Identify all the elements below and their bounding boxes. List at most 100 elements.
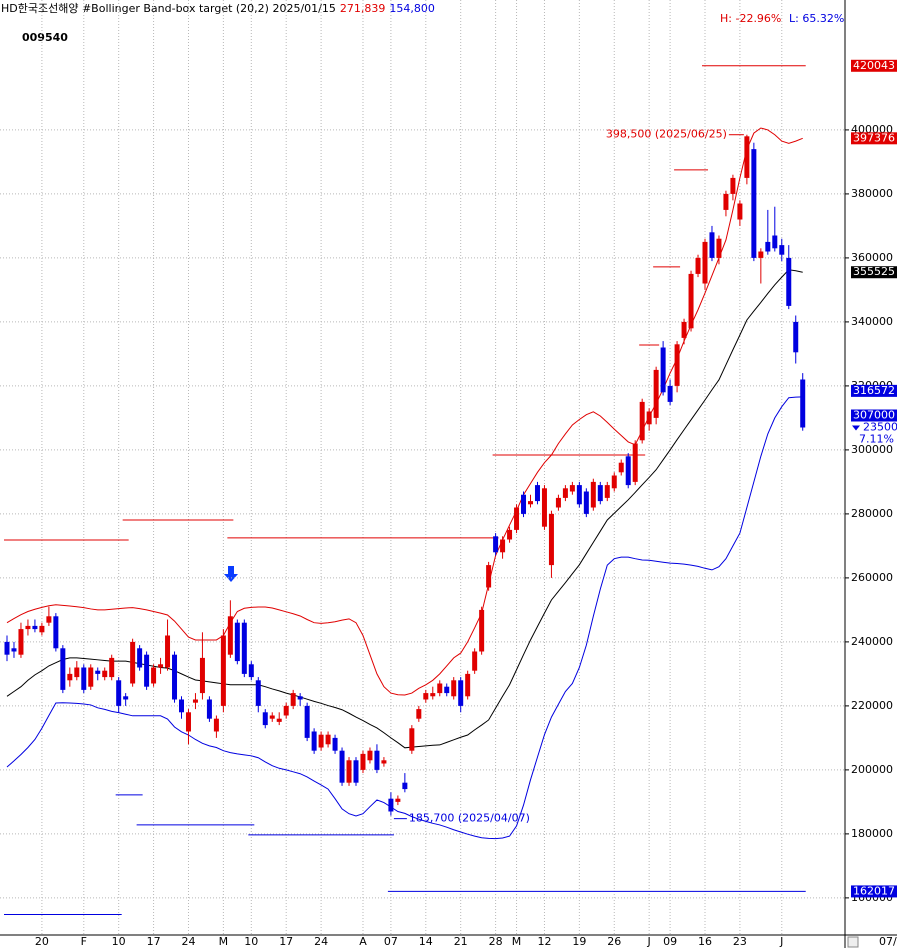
candle (402, 773, 408, 793)
candle (534, 481, 540, 505)
candle-body (220, 635, 226, 706)
low-change: L: 65.32% (789, 12, 844, 25)
candle-body (583, 491, 589, 514)
candle-body (646, 411, 652, 425)
x-tick-label: 14 (419, 935, 433, 948)
candle (569, 481, 575, 495)
candle (123, 693, 129, 706)
candle (213, 715, 219, 738)
candle-body (332, 737, 338, 751)
candle (702, 238, 708, 290)
candle-body (39, 625, 45, 633)
candle-body (667, 385, 673, 402)
x-tick-label: 23 (733, 935, 747, 948)
candle-body (751, 149, 757, 258)
candle (562, 485, 568, 502)
corner-icon[interactable] (847, 936, 859, 948)
candle (151, 664, 157, 687)
bollinger-band (6, 396, 803, 840)
candle-body (290, 693, 296, 706)
candle (241, 619, 247, 678)
x-tick-label: J (647, 935, 651, 948)
candle (681, 318, 687, 345)
candle (172, 651, 178, 703)
candle (709, 225, 715, 262)
x-tick-label: 28 (489, 935, 503, 948)
candle-body (18, 629, 24, 655)
x-tick-label: 07 (384, 935, 398, 948)
candle-body (555, 497, 561, 508)
x-tick-label: 20 (35, 935, 49, 948)
value-box-label: 307000 (853, 409, 895, 422)
candle-body (234, 622, 240, 662)
candle-body (346, 760, 352, 783)
candle (165, 619, 171, 671)
high-annotation: 398,500 (2025/06/25) (606, 128, 727, 141)
candle-body (381, 760, 387, 764)
candle (11, 641, 17, 658)
candle-body (458, 680, 464, 706)
candle-body (144, 654, 150, 687)
candle (144, 651, 150, 690)
candle (590, 478, 596, 511)
header-box-top: 271,839 (340, 2, 386, 15)
candle-body (304, 705, 310, 738)
value-box (851, 132, 897, 145)
candle-body (674, 344, 680, 386)
candle-body (325, 734, 331, 745)
candle-body (269, 715, 275, 719)
candle (311, 728, 317, 754)
candle (290, 689, 296, 710)
candle (158, 657, 164, 674)
candle (88, 664, 94, 690)
candle (276, 712, 282, 726)
candle-body (618, 462, 624, 473)
candle (800, 373, 806, 431)
candle (716, 235, 722, 265)
candle (758, 248, 764, 284)
candle-body (765, 241, 771, 252)
candle-body (11, 648, 17, 652)
candle (660, 341, 666, 396)
candle-body (423, 693, 429, 700)
candle (297, 693, 303, 706)
value-box-label: 316572 (853, 384, 895, 397)
y-tick-label: 300000 (851, 443, 893, 456)
last-date: 07/04 (879, 935, 897, 948)
candle (388, 792, 394, 816)
candle-body (81, 667, 87, 690)
candle-body (660, 347, 666, 393)
candle-body (653, 369, 659, 418)
candle-body (611, 475, 617, 489)
candle (269, 712, 275, 722)
candle-body (339, 750, 345, 783)
y-tick-label: 260000 (851, 571, 893, 584)
candle (179, 696, 184, 719)
candle-body (151, 667, 157, 684)
candle-body (67, 673, 73, 681)
candle-body (597, 485, 603, 502)
candle-body (130, 641, 136, 684)
change-value: 23500 (863, 421, 897, 434)
candle (786, 245, 792, 310)
candle-body (388, 798, 394, 812)
candle (346, 757, 352, 786)
candle (667, 379, 673, 406)
candle-body (179, 699, 184, 713)
y-tick-label: 220000 (851, 699, 893, 712)
candle-body (360, 753, 366, 770)
candle-body (102, 670, 108, 678)
candle (465, 670, 471, 700)
candle-body (199, 657, 205, 694)
candle (772, 206, 778, 252)
candle (4, 635, 10, 662)
candle-body (255, 680, 261, 706)
candle (437, 680, 443, 697)
x-tick-label: 17 (147, 935, 161, 948)
candle (39, 622, 45, 636)
candle (646, 408, 652, 431)
low-annotation: 185,700 (2025/04/07) (409, 812, 530, 825)
y-tick-label: 340000 (851, 315, 893, 328)
candle-body (576, 485, 582, 505)
